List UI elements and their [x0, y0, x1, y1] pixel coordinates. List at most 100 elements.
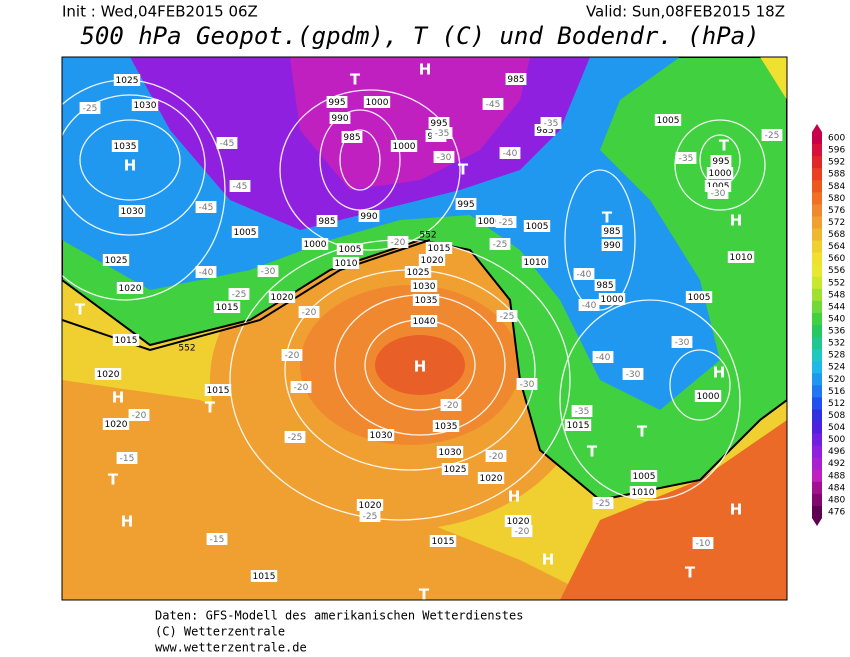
temperature-label: -20: [489, 452, 504, 462]
isobar-label-box: [231, 226, 259, 238]
isobar-label-box: [601, 225, 623, 237]
isobar-label-box: [94, 368, 122, 380]
temperature-label-box: [511, 525, 533, 537]
colorbar-swatch: [812, 445, 822, 459]
isobar-label-box: [116, 282, 144, 294]
pressure-center: T: [75, 301, 86, 319]
isobar-label-box: [341, 131, 363, 143]
isobar-label: 1010: [524, 258, 547, 268]
colorbar-swatch: [812, 373, 822, 386]
colorbar-swatch: [812, 288, 822, 302]
isobar-label-box: [455, 198, 477, 210]
colorbar-label: 480: [828, 495, 845, 505]
isobar-label-box: [598, 293, 626, 305]
isobar-label-box: [505, 73, 527, 85]
temperature-label-box: [592, 497, 614, 509]
isobar-label: 1015: [428, 244, 451, 254]
isobar-label: 1030: [370, 431, 393, 441]
isobar-label: 1035: [415, 296, 438, 306]
isobar-label-box: [504, 515, 532, 527]
pressure-center: H: [713, 364, 726, 382]
isobar-label: 1035: [435, 422, 458, 432]
colorbar-swatch: [812, 144, 822, 157]
colorbar-label: 568: [828, 230, 845, 240]
isobar-label-box: [358, 210, 380, 222]
colorbar-swatch: [812, 493, 822, 507]
colorbar-swatch: [812, 385, 822, 398]
temperature-label-box: [216, 137, 238, 149]
footer-source: Daten: GFS-Modell des amerikanischen Wet…: [155, 609, 523, 623]
temperature-label-box: [671, 336, 693, 348]
isobar-label-box: [268, 291, 296, 303]
isobar-label-box: [654, 114, 682, 126]
temperature-label-box: [229, 180, 251, 192]
isobar-label: 1030: [121, 207, 144, 217]
colorbar-swatch: [812, 168, 822, 181]
pressure-center: H: [124, 157, 137, 175]
colorbar-label: 580: [828, 194, 845, 204]
colorbar-tip: [812, 124, 822, 132]
colorbar-swatch: [812, 409, 822, 422]
temperature-label-box: [298, 306, 320, 318]
temperature-label: -25: [596, 499, 611, 509]
temperature-label-box: [495, 216, 517, 228]
isobar-label: 1030: [413, 282, 436, 292]
isobar-label-box: [112, 334, 140, 346]
init-time: Init : Wed,04FEB2015 06Z: [62, 3, 258, 21]
isobar-label-box: [390, 140, 418, 152]
temperature-label-box: [440, 399, 462, 411]
temperature-label: -15: [210, 535, 225, 545]
temperature-label: -25: [232, 290, 247, 300]
isobar-label-box: [706, 167, 734, 179]
temperature-label: -25: [765, 131, 780, 141]
colorbar-swatch: [812, 264, 822, 278]
temperature-label-box: [592, 351, 614, 363]
isobar-label: 1000: [478, 217, 501, 227]
isobar-label: 1000: [697, 392, 720, 402]
temperature-label: -35: [544, 119, 559, 129]
isobar-label-box: [685, 291, 713, 303]
colorbar-swatch: [812, 457, 822, 471]
isobar-label-box: [441, 463, 469, 475]
temperature-label: -20: [302, 308, 317, 318]
temperature-label: -20: [132, 411, 147, 421]
temperature-label-box: [433, 151, 455, 163]
map-field: [62, 57, 787, 600]
colorbar-label: 524: [828, 363, 845, 373]
temperature-label-box: [622, 368, 644, 380]
colorbar-label: 520: [828, 375, 845, 385]
isobar-label-box: [111, 140, 139, 152]
temperature-label: -20: [444, 401, 459, 411]
isobar-label-box: [332, 257, 360, 269]
colorbar-label: 488: [828, 471, 845, 481]
isobar-label-box: [363, 96, 391, 108]
isobar-label: 995: [328, 98, 345, 108]
footer-copyright: (C) Wetterzentrale: [155, 625, 285, 639]
isobar-label: 985: [318, 217, 335, 227]
colorbar-label: 476: [828, 507, 845, 517]
colorbar-swatch: [812, 349, 822, 362]
pressure-center: H: [112, 389, 125, 407]
isobar-label-box: [710, 155, 732, 167]
temperature-label-box: [79, 102, 101, 114]
isobar-label-box: [356, 499, 384, 511]
temperature-label-box: [499, 147, 521, 159]
temperature-label-box: [228, 288, 250, 300]
isobar-label: 1005: [234, 228, 257, 238]
pressure-center: T: [602, 209, 613, 227]
colorbar-label: 552: [828, 278, 845, 288]
temperature-label: -40: [199, 268, 214, 278]
isobar-label: 990: [331, 114, 348, 124]
colorbar-swatch: [812, 312, 822, 326]
isobar-label: 995: [430, 119, 447, 129]
colorbar-label: 516: [828, 387, 845, 397]
temperature-label: -25: [493, 240, 508, 250]
temperature-label-box: [578, 299, 600, 311]
temperature-label: -45: [486, 100, 501, 110]
colorbar-label: 556: [828, 266, 845, 276]
temperature-label: -30: [675, 338, 690, 348]
footer-url: www.wetterzentrale.de: [155, 641, 307, 655]
isobar-label: 1015: [207, 386, 230, 396]
temperature-label-box: [496, 310, 518, 322]
isobar-label-box: [250, 570, 278, 582]
